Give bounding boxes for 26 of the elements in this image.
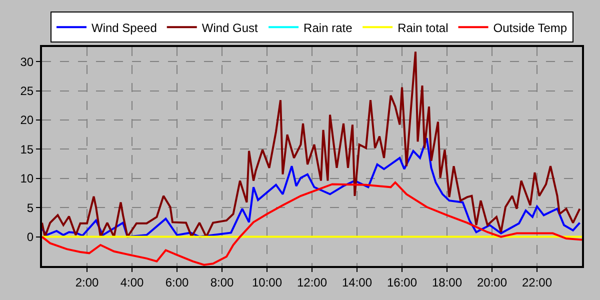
line-series [42, 137, 581, 238]
x-tick-label: 16:00 [386, 275, 418, 290]
x-tick-label: 10:00 [252, 275, 282, 290]
x-tick-label: 22:00 [522, 275, 552, 290]
legend-label: Outside Temp [493, 20, 568, 35]
y-tick-label: 30 [20, 54, 34, 69]
x-tick-label: 6:00 [165, 275, 189, 290]
x-tick-label: 12:00 [296, 275, 328, 290]
y-tick-label: 10 [20, 172, 34, 186]
x-tick-label: 2:00 [75, 275, 99, 290]
line-series [42, 181, 582, 266]
y-tick-label: 15 [20, 142, 34, 156]
y-tick-label: 5 [26, 200, 34, 215]
x-tick-label: 14:00 [342, 275, 372, 290]
y-tick-label: 0 [26, 230, 34, 244]
x-tick-label: 8:00 [210, 275, 234, 290]
legend-label: Wind Gust [202, 20, 259, 35]
y-tick-label: 20 [20, 113, 34, 128]
x-tick-label: 18:00 [432, 275, 462, 290]
legend-label: Wind Speed [92, 20, 157, 35]
legend-label: Rain rate [304, 20, 353, 35]
legend-label: Rain total [398, 20, 448, 35]
x-tick-label: 4:00 [120, 275, 144, 290]
line-series [42, 50, 581, 238]
x-tick-label: 20:00 [476, 275, 508, 290]
y-tick-label: 25 [20, 84, 34, 98]
